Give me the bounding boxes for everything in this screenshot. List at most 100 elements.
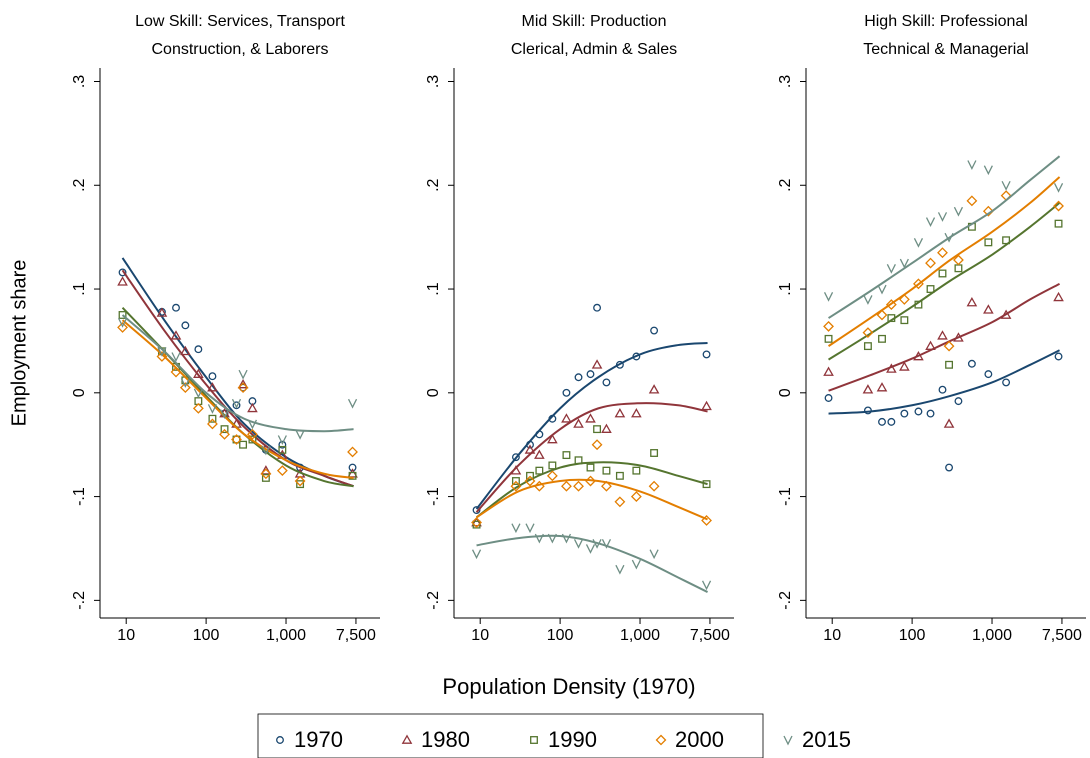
marker	[573, 418, 584, 428]
marker	[615, 471, 624, 480]
y-tick-label: .1	[777, 282, 794, 295]
panel-title: Technical & Managerial	[863, 41, 1028, 58]
marker	[117, 317, 128, 328]
marker	[945, 463, 954, 472]
marker	[702, 480, 711, 489]
marker	[261, 473, 270, 482]
marker	[585, 413, 596, 423]
marker	[1000, 309, 1012, 319]
marker	[511, 523, 521, 534]
marker	[511, 477, 520, 485]
marker	[631, 408, 642, 418]
marker	[219, 409, 230, 420]
marker	[863, 295, 873, 305]
marker	[192, 402, 204, 414]
marker	[231, 398, 242, 409]
legend-marker	[401, 734, 413, 744]
x-tick-label: 7,500	[336, 627, 376, 644]
marker	[925, 340, 936, 350]
marker	[824, 394, 833, 402]
marker	[937, 330, 948, 340]
legend-marker	[783, 735, 793, 746]
marker	[615, 360, 624, 369]
marker	[944, 232, 954, 243]
marker	[863, 406, 872, 415]
marker	[526, 471, 534, 480]
marker	[914, 300, 923, 309]
marker	[247, 402, 258, 413]
marker	[926, 285, 935, 293]
fit-line	[475, 461, 708, 519]
marker	[953, 332, 964, 342]
legend-label: 1990	[548, 727, 597, 752]
marker	[900, 409, 909, 418]
marker	[238, 369, 248, 380]
marker	[561, 413, 572, 423]
marker	[591, 359, 603, 369]
x-axis-label: Population Density (1970)	[442, 674, 695, 699]
marker	[181, 321, 190, 330]
y-tick-label: -.1	[777, 487, 794, 506]
marker	[701, 400, 712, 411]
marker	[260, 465, 272, 475]
marker	[602, 378, 611, 387]
marker	[649, 549, 659, 560]
marker	[278, 445, 287, 454]
marker	[296, 480, 305, 489]
marker	[535, 466, 544, 475]
marker	[220, 425, 229, 434]
legend-label: 2015	[802, 727, 851, 752]
marker	[510, 480, 522, 492]
marker	[899, 361, 910, 371]
panel-title: Mid Skill: Production	[522, 13, 667, 30]
marker	[925, 257, 936, 269]
legend-marker	[530, 736, 538, 744]
marker	[573, 480, 584, 492]
y-tick-label: -.2	[71, 591, 88, 610]
marker	[194, 345, 203, 354]
marker	[876, 382, 888, 392]
x-tick-label: 1,000	[620, 627, 660, 644]
y-tick-label: .3	[71, 75, 88, 88]
y-tick-label: -.1	[71, 487, 88, 506]
marker	[180, 345, 191, 356]
marker	[615, 564, 625, 575]
marker	[562, 451, 571, 460]
marker	[982, 205, 994, 217]
marker	[1002, 236, 1011, 245]
x-tick-label: 100	[547, 627, 574, 644]
marker	[157, 347, 167, 357]
marker	[945, 360, 954, 369]
marker	[117, 276, 128, 286]
legend-marker	[276, 736, 284, 744]
x-tick-label: 10	[471, 627, 489, 644]
x-tick-label: 10	[823, 627, 841, 644]
marker	[170, 366, 182, 378]
marker	[650, 449, 659, 457]
marker	[471, 517, 482, 528]
marker	[117, 322, 128, 333]
marker	[592, 538, 602, 549]
marker	[925, 217, 936, 228]
x-tick-label: 1,000	[266, 627, 306, 644]
marker	[614, 496, 626, 508]
marker	[534, 449, 545, 459]
legend-box	[257, 713, 764, 758]
marker	[193, 388, 203, 399]
marker	[601, 538, 612, 549]
marker	[954, 397, 963, 406]
marker	[471, 517, 482, 527]
marker	[984, 238, 993, 247]
marker	[877, 284, 887, 295]
fit-line	[828, 282, 1061, 392]
marker	[886, 363, 897, 373]
y-tick-label: .3	[777, 75, 794, 88]
marker	[966, 297, 978, 307]
marker	[347, 398, 358, 409]
marker	[471, 549, 482, 560]
marker	[207, 418, 218, 430]
marker	[648, 384, 660, 394]
marker	[630, 491, 642, 503]
marker	[172, 303, 180, 312]
marker	[276, 465, 288, 477]
